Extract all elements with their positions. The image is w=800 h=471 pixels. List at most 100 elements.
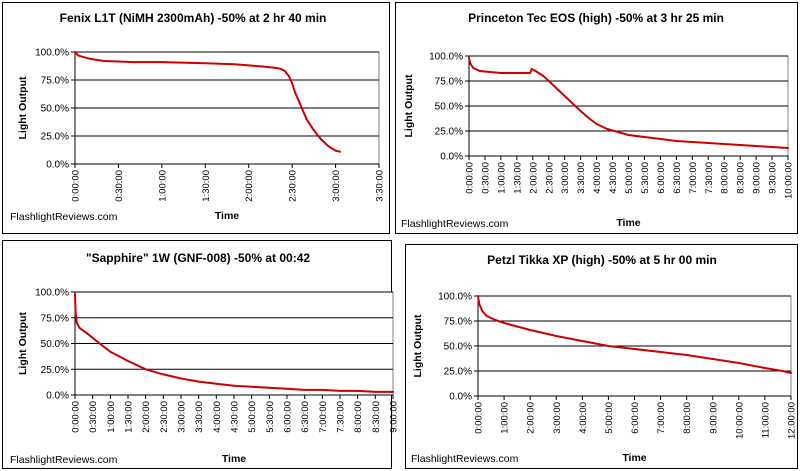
y-axis-label: Light Output [403,74,415,137]
x-tick-label: 8:00:00 [720,162,731,194]
data-point [291,82,293,85]
data-point [707,142,710,144]
x-tick-label: 10:00:00 [784,162,795,199]
x-tick-label: 10:00:00 [734,402,745,439]
credit-text: FlashlightReviews.com [411,453,519,465]
x-tick-label: 4:00:00 [212,401,223,433]
data-point [477,295,479,297]
x-tick-label: 7:00:00 [318,401,329,433]
data-point [77,54,79,57]
data-point [723,143,726,145]
data-point [691,141,694,143]
data-point [787,147,789,149]
x-tick-label: 7:00:00 [656,402,667,434]
x-tick-label: 2:00:00 [526,402,537,434]
x-axis-label: Time [616,217,640,229]
data-point [469,63,472,65]
x-tick-label: 11:00:00 [760,402,771,438]
x-tick-label: 8:30:00 [736,162,747,194]
data-point [334,149,337,152]
data-point [587,117,590,119]
data-point [109,350,112,353]
y-tick-label: 0.0% [449,392,472,403]
data-point [574,105,577,107]
x-tick-label: 6:00:00 [656,162,667,194]
x-tick-label: 2:30:00 [159,401,170,433]
series-line [477,295,792,374]
y-tick-label: 100.0% [438,292,472,303]
y-tick-label: 0.0% [440,152,463,163]
data-point [303,389,306,391]
x-tick-label: 2:30:00 [288,170,299,202]
data-point [675,140,678,142]
x-tick-label: 0:30:00 [480,162,491,194]
data-point [286,387,288,390]
data-point [790,372,792,374]
data-point [279,67,282,70]
x-tick-label: 1:00:00 [500,402,511,434]
y-axis-label: Light Output [17,312,29,375]
data-point [374,391,377,393]
x-tick-label: 3:00:00 [552,402,563,434]
x-tick-label: 3:00:00 [560,162,571,194]
x-tick-label: 1:30:00 [201,170,212,202]
y-tick-label: 25.0% [41,365,69,376]
data-point [339,390,341,392]
x-tick-label: 3:00:00 [177,401,188,433]
data-point [273,66,276,69]
y-axis-label: Light Output [17,76,29,139]
chart-panel-2: Princeton Tec EOS (high) -50% at 3 hr 25… [395,2,798,234]
x-tick-label: 9:30:00 [768,162,779,194]
data-point [633,348,636,350]
data-point [305,118,308,121]
data-point [320,138,322,141]
data-point [103,60,105,62]
x-tick-label: 5:30:00 [265,401,276,433]
data-point [534,70,537,72]
data-point [659,351,662,353]
data-point [78,327,81,329]
data-point [755,145,757,147]
x-tick-label: 8:30:00 [371,401,382,433]
y-axis-label: Light Output [412,314,424,377]
x-tick-label: 2:30:00 [544,162,555,194]
x-tick-label: 1:00:00 [106,401,117,433]
data-point [132,61,134,63]
y-tick-label: 75.0% [435,77,463,88]
chart-title: Petzl Tikka XP (high) -50% at 5 hr 00 mi… [487,253,717,267]
data-point [581,340,584,342]
data-point [771,146,773,148]
x-tick-label: 4:30:00 [230,401,241,433]
x-tick-label: 12:00:00 [787,402,798,439]
data-point [503,322,505,324]
y-tick-label: 75.0% [41,313,69,324]
x-tick-label: 0:00:00 [71,170,82,202]
x-tick-label: 5:00:00 [624,162,635,194]
data-point [500,72,502,74]
data-point [607,345,610,347]
x-tick-label: 3:00:00 [331,170,342,202]
data-point [161,61,163,63]
y-tick-label: 100.0% [35,288,69,299]
y-tick-label: 100.0% [429,52,463,63]
y-tick-label: 25.0% [435,127,463,138]
data-point [739,144,741,146]
data-point [127,360,129,362]
x-tick-label: 5:00:00 [604,402,615,434]
x-tick-label: 3:30:00 [194,401,205,433]
chart-title: Fenix L1T (NiMH 2300mAh) -50% at 2 hr 40… [60,11,327,25]
x-tick-label: 6:30:00 [300,401,311,433]
data-point [530,68,533,70]
y-tick-label: 50.0% [435,102,463,113]
data-point [468,57,470,59]
credit-text: FlashlightReviews.com [401,218,509,230]
data-point [215,382,218,385]
data-point [327,145,330,148]
data-point [659,138,662,140]
data-point [516,72,518,74]
x-tick-label: 1:30:00 [124,401,135,433]
x-tick-label: 7:30:00 [336,401,347,433]
x-tick-label: 9:00:00 [708,402,719,434]
x-tick-label: 4:30:00 [608,162,619,194]
data-point [685,354,688,356]
